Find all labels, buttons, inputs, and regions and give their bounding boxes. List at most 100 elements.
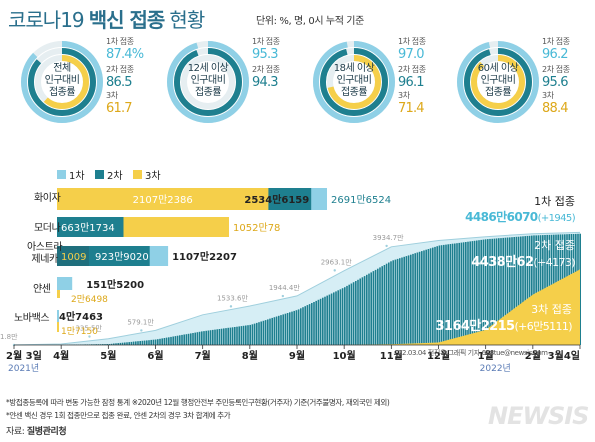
dose2-stripe [176,335,179,345]
dose2-stripe [361,277,364,345]
x-tick-label: 8월 [242,350,258,362]
dose1-value: 1107만2207 [172,250,237,263]
dose2-stripe [465,242,467,345]
ring-arc-dose3 [471,55,525,109]
ring-3 [313,41,395,123]
dose2-stripe [282,314,284,345]
dose2-stripe [119,342,122,345]
dose2-stripe [198,331,201,345]
dose2-stripe [377,268,379,345]
ring-arc-dose3 [35,55,89,109]
dose2-stripe [300,308,302,345]
dose2-stripe [370,272,372,345]
dose1-point-label: 335.5만 [75,324,102,333]
mfr-name-pfizer: 화이자 [34,193,61,204]
dose2-stripe [478,240,480,345]
mfr-name-astrazeneca: 아스트라 제네카 [27,242,63,265]
dose2-stripe [339,289,342,345]
dose2-stripe [187,333,190,345]
dose2-stripe [203,331,205,345]
dose2-stripe [429,248,432,345]
dose2-stripe [473,240,476,345]
dose2-stripe [440,245,443,345]
dose2-stripe [341,288,344,345]
dose2-value: 96.1 [398,75,425,90]
dose3-label: 3차 [106,91,118,100]
dose2-stripe [319,298,322,345]
dose2-stripe [306,305,309,345]
dose2-stripe [132,341,135,345]
dose2-stripe [253,323,256,345]
dose2-stripe [337,290,339,345]
dose2-stripe [449,244,452,345]
dose3-value: 88.4 [542,101,569,116]
ring-arc-dose1 [21,41,103,123]
dose2-stripe [401,257,403,345]
unit-note: 단위: %, 명, 0시 누적 기준 [256,16,364,27]
dose2-stripe [273,317,276,345]
ring-4 [457,41,539,123]
dose2-stripe [388,262,390,345]
ring-arc-dose2 [464,48,532,116]
dose3-value: 61.7 [106,101,133,116]
dose2-stripe [524,236,526,345]
dose2-stripe [423,250,425,345]
dose2-stripe [381,266,383,345]
dose1-value: 96.2 [542,47,569,62]
series-total-dose1: 4486만6070(+1945) [465,209,576,224]
dose2-stripe [520,236,522,345]
x-tick-label: 3월4일 [548,349,580,362]
summary-group-2: 12세 이상 인구대비 접종률 1차 접종 95.3 2차 접종 94.3 [166,37,280,128]
mfr-name-moderna: 모더나 [34,223,61,234]
dose2-stripe [124,342,126,345]
dose2-stripe [443,244,445,345]
title-part-2: 백신 접종 [88,8,166,32]
dose2-stripe [267,319,269,345]
ring-arc-dose2 [174,48,242,116]
dose1-value: 151만5200 [86,278,144,291]
dose1-label: 1차 접종 [398,37,426,46]
dose2-stripe [293,310,295,345]
dose2-stripe [427,249,430,345]
dose2-stripe [286,313,289,345]
dose2-stripe [216,329,218,345]
dose2-label: 2차 접종 [106,65,134,74]
legend-swatch-2 [95,170,104,179]
dose2-stripe [500,238,502,345]
dose2-stripe [335,291,337,345]
dose2-stripe [469,241,471,345]
x-tick-label: 11월 [380,350,403,362]
dose2-stripe [394,259,397,345]
dose2-stripe [396,258,399,345]
dose3-value: 1052만78 [233,222,280,234]
x-tick-label: 2월 3일 [6,349,42,362]
dose2-value: 923만9020 [95,251,149,263]
summary-group-1: 전체 인구대비 접종률 1차 접종 87.4% 2차 접종 86.5 3차 61.7 [20,37,144,128]
dose2-stripe [240,326,243,345]
dose2-stripe [108,344,111,345]
dose2-stripe [148,340,150,345]
dose2-stripe [196,332,199,345]
dose2-stripe [297,309,300,345]
dose2-stripe [117,343,119,345]
dose2-value: 2534만6159 [244,193,309,206]
dose2-stripe [135,341,137,345]
dose2-stripe [225,328,227,345]
ring-arc-dose2 [320,48,388,116]
dose2-stripe [126,342,128,345]
dose2-stripe [502,237,504,345]
x-tick-label: 10월 [333,350,356,362]
dose2-stripe [579,233,581,345]
dose1-point-label: 2963.1만 [321,257,352,266]
dose2-stripe [264,320,267,345]
series-total-change: (+6만5111) [514,320,572,333]
ring-1 [21,41,103,123]
dose2-stripe [480,239,482,345]
legend-swatch-1 [57,170,66,179]
x-tick-label: 7월 [195,350,211,362]
dose2-stripe [421,251,423,345]
x-tick-label: 9월 [289,350,305,362]
legend-label-1: 1차 [69,170,85,182]
dose2-stripe [165,337,168,345]
dose1-point-label: 1.8만 [0,332,18,341]
